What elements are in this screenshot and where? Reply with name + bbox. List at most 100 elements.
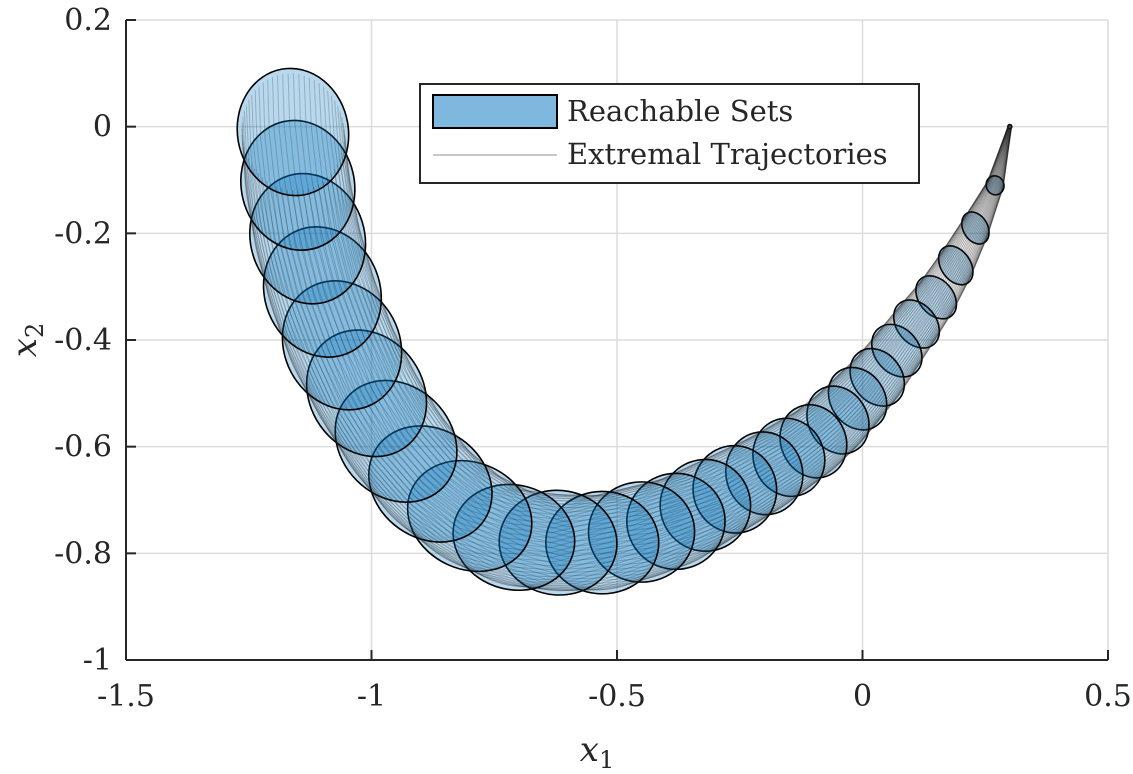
y-axis-label: x2: [5, 323, 49, 357]
extremal-trajectory-29: [277, 75, 1009, 549]
extremal-trajectory-6: [271, 127, 1012, 578]
y-tick-label-2: -0.2: [54, 216, 112, 251]
extremal-trajectory-30: [282, 74, 1009, 544]
svg-text:x2: x2: [5, 323, 49, 357]
x-tick-label-0: -1.5: [97, 679, 155, 714]
extremal-trajectory-11: [250, 128, 1011, 589]
extremal-trajectory-56: [322, 125, 1012, 533]
extremal-trajectory-43: [339, 111, 1010, 498]
x-tick-label-2: -0.5: [588, 679, 646, 714]
extremal-trajectory-47: [343, 124, 1011, 498]
extremal-trajectory-52: [336, 125, 1012, 514]
x-tick-label-1: -1: [357, 679, 386, 714]
reachable-set-14: [659, 458, 752, 552]
reachable-set-12: [724, 431, 804, 516]
reachable-set-11: [752, 417, 826, 498]
extremal-trajectory-20: [243, 110, 1010, 585]
legend-swatch-reachable-sets: [432, 94, 558, 129]
extremal-trajectory-16: [241, 128, 1011, 591]
reachable-set-5: [892, 299, 941, 349]
extremal-trajectory-50: [341, 124, 1012, 505]
reachable-set-18: [498, 489, 618, 596]
extremal-trajectory-2: [292, 127, 1013, 562]
extremal-trajectory-31: [287, 73, 1009, 539]
x-axis-label-main: x: [580, 730, 599, 769]
reachable-set-28: [236, 67, 350, 197]
x-tick-label-4: 0.5: [1084, 679, 1132, 714]
x-axis-label: x1: [580, 730, 614, 774]
extremal-trajectory-14: [243, 128, 1011, 592]
extremal-trajectory-48: [343, 124, 1011, 500]
legend-label-reachable-sets: Reachable Sets: [567, 94, 793, 128]
extremal-trajectory-55: [326, 125, 1012, 528]
y-axis-label-subscript: 2: [21, 323, 49, 338]
reachable-set-2: [960, 211, 990, 245]
y-tick-label-5: -0.8: [54, 536, 112, 571]
extremal-trajectory-40: [330, 95, 1010, 503]
extremal-trajectory-26: [262, 82, 1009, 563]
reachable-set-4: [915, 275, 958, 320]
reachable-set-26: [249, 172, 367, 305]
reachable-set-3: [937, 245, 974, 286]
extremal-trajectory-42: [337, 105, 1010, 499]
extremal-trajectory-37: [318, 83, 1009, 512]
extremal-trajectory-4: [281, 127, 1012, 571]
extremal-trajectory-19: [242, 116, 1010, 587]
extremal-trajectory-36: [313, 79, 1009, 516]
extremal-trajectory-33: [298, 74, 1009, 529]
legend-label-extremal-trajectories: Extremal Trajectories: [567, 137, 888, 171]
y-axis-label-main: x: [5, 338, 45, 357]
reachable-set-17: [545, 490, 660, 595]
extremal-trajectory-54: [330, 125, 1012, 523]
x-tick-label-3: 0: [853, 679, 872, 714]
extremal-trajectory-51: [339, 124, 1012, 509]
y-tick-label-0: 0.2: [64, 3, 112, 38]
extremal-trajectory-15: [242, 128, 1011, 592]
reachable-set-21: [368, 425, 493, 543]
reachable-set-25: [262, 226, 383, 358]
reachable-sets: [236, 67, 1013, 596]
extremal-trajectory-38: [323, 86, 1010, 509]
extremal-trajectory-10: [254, 128, 1012, 588]
reachable-set-27: [240, 119, 356, 252]
extremal-trajectory-23: [251, 94, 1009, 575]
extremal-trajectory-7: [266, 127, 1012, 580]
extremal-trajectory-27: [267, 79, 1009, 558]
extremal-trajectory-13: [245, 128, 1011, 592]
reachable-set-24: [281, 280, 403, 411]
extremal-trajectory-28: [272, 77, 1009, 554]
reachable-set-19: [452, 483, 576, 592]
reachable-set-6: [870, 323, 923, 378]
svg-text:x1: x1: [580, 730, 614, 769]
reachable-set-0: [1007, 123, 1013, 130]
extremal-trajectory-24: [254, 90, 1009, 571]
extremal-trajectory-35: [308, 77, 1009, 520]
legend: Reachable Sets Extremal Trajectories: [419, 83, 920, 184]
extremal-trajectory-18: [241, 122, 1010, 589]
x-axis-label-subscript: 1: [599, 746, 614, 769]
extremal-trajectory-1: [297, 126, 1013, 558]
extremal-trajectory-57: [317, 126, 1012, 538]
reachable-set-20: [406, 459, 533, 573]
extremal-trajectory-49: [342, 124, 1011, 502]
extremal-trajectories: [241, 73, 1013, 592]
extremal-trajectory-53: [333, 125, 1012, 518]
extremal-trajectory-22: [248, 99, 1010, 579]
y-tick-label-1: 0: [93, 110, 112, 145]
y-tick-label-4: -0.6: [54, 430, 112, 465]
extremal-trajectory-39: [327, 90, 1010, 506]
extremal-trajectory-3: [286, 127, 1012, 567]
y-tick-label-3: -0.4: [54, 323, 112, 358]
reachable-set-8: [827, 366, 888, 431]
extremal-trajectory-12: [247, 128, 1011, 591]
reachable-set-23: [305, 329, 428, 458]
extremal-trajectory-59: [307, 126, 1013, 548]
extremal-trajectory-21: [245, 105, 1010, 582]
tick-labels: -1.5 -1 -0.5 0 0.50.20-0.2-0.4-0.6-0.8-1: [54, 3, 1132, 714]
y-tick-label-6: -1: [83, 643, 112, 678]
extremal-trajectory-0: [302, 126, 1013, 553]
extremal-trajectory-17: [241, 128, 1010, 590]
extremal-trajectory-58: [312, 126, 1013, 543]
